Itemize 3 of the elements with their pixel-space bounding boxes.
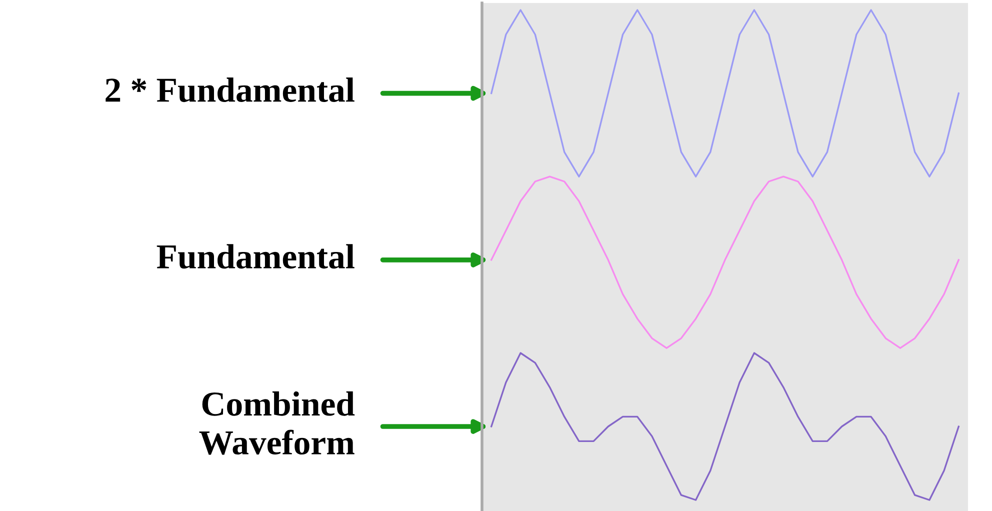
text: 2 * Fundamental [106, 78, 354, 102]
text: Fundamental [156, 244, 354, 269]
text: Combined Waveform [199, 391, 355, 455]
